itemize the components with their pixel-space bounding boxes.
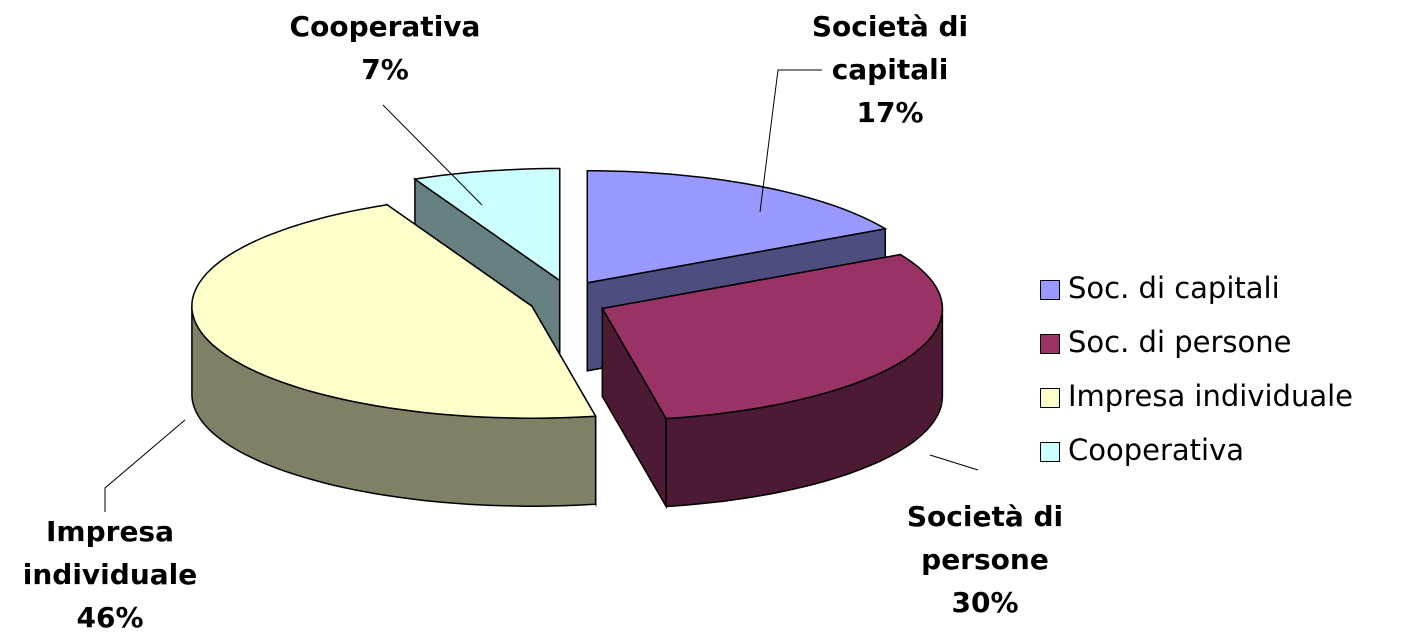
legend-item: Cooperativa (1040, 430, 1244, 470)
data-label-name: Impresa individuale (22, 515, 198, 591)
slice (191, 204, 597, 419)
leader-line (929, 454, 979, 471)
legend-item: Soc. di persone (1040, 322, 1291, 362)
leader-line (759, 69, 822, 213)
data-label-name: Cooperativa (289, 10, 481, 43)
legend-label: Cooperativa (1068, 433, 1245, 467)
slice (601, 253, 944, 420)
data-label: Cooperativa 7% (265, 5, 505, 91)
legend-swatch (1040, 388, 1060, 408)
leader-line (104, 419, 186, 512)
data-label-value: 17% (856, 96, 924, 129)
data-label-value: 46% (76, 601, 144, 634)
data-label: Società di capitali 17% (770, 5, 1010, 134)
data-label-value: 7% (361, 53, 409, 86)
legend-item: Impresa individuale (1040, 376, 1353, 416)
data-label: Società di persone 30% (865, 495, 1105, 624)
legend-swatch (1040, 334, 1060, 354)
legend-label: Impresa individuale (1068, 379, 1354, 413)
data-label-name: Società di capitali (811, 10, 969, 86)
leader-line (382, 104, 483, 206)
data-label-value: 30% (951, 586, 1019, 619)
legend-swatch (1040, 280, 1060, 300)
legend-label: Soc. di persone (1068, 325, 1292, 359)
legend-label: Soc. di capitali (1068, 271, 1280, 305)
slice (586, 170, 888, 284)
legend-swatch (1040, 442, 1060, 462)
slice (412, 167, 561, 282)
legend-item: Soc. di capitali (1040, 268, 1280, 308)
data-label: Impresa individuale 46% (0, 510, 230, 639)
data-label-name: Società di persone (906, 500, 1064, 576)
